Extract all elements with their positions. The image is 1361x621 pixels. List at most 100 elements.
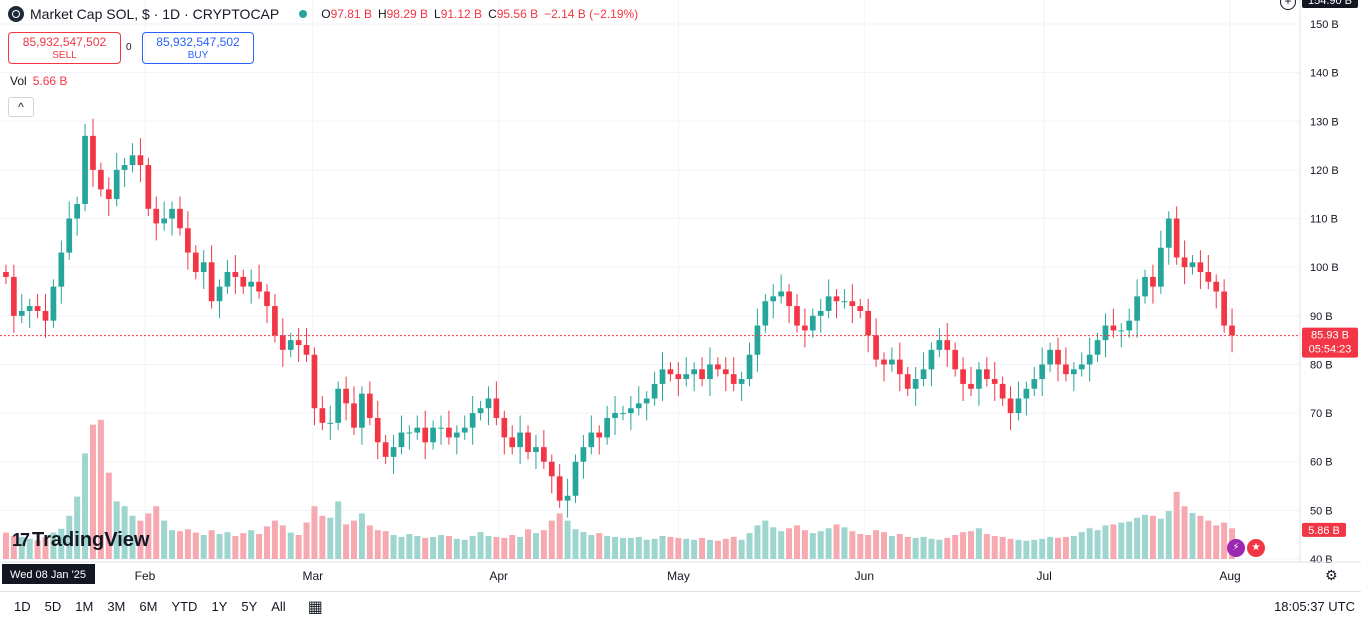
candle-body bbox=[446, 427, 452, 438]
candle bbox=[335, 381, 342, 431]
volume-bar bbox=[248, 530, 255, 559]
scale-settings-gear-icon[interactable]: ⚙ bbox=[1325, 567, 1338, 583]
candle-body bbox=[343, 388, 349, 404]
volume-bar bbox=[801, 530, 808, 559]
volume-bar bbox=[1173, 491, 1180, 559]
range-1y[interactable]: 1Y bbox=[211, 599, 228, 614]
candle bbox=[770, 284, 777, 319]
symbol-title[interactable]: Market Cap SOL, $ · 1D · CRYPTOCAP bbox=[30, 6, 280, 22]
candle-body bbox=[1086, 354, 1093, 365]
candle-body bbox=[936, 340, 943, 350]
candle bbox=[683, 357, 690, 387]
candle-body bbox=[509, 437, 516, 448]
candle bbox=[517, 415, 523, 465]
candle-body bbox=[944, 340, 951, 350]
candle bbox=[556, 464, 563, 508]
candle bbox=[232, 255, 239, 294]
candle bbox=[1039, 347, 1046, 397]
tradingview-logo[interactable]: 17 TradingView bbox=[12, 529, 149, 552]
price-tick-label: 130 B bbox=[1310, 116, 1339, 128]
candle-body bbox=[1181, 257, 1188, 268]
range-6m[interactable]: 6M bbox=[139, 599, 158, 614]
candle bbox=[264, 284, 270, 324]
candle-body bbox=[825, 296, 832, 311]
tradingview-logo-text: TradingView bbox=[32, 529, 150, 551]
candle-body bbox=[896, 359, 903, 375]
buy-button[interactable]: 85,932,547,502 BUY bbox=[142, 32, 254, 64]
candle bbox=[889, 347, 895, 372]
price-axis[interactable]: 150 B 140 B 130 B 120 B 110 B 100 B 90 B 80 B 70… bbox=[1310, 19, 1339, 566]
range-3m[interactable]: 3M bbox=[107, 599, 126, 614]
candle-body bbox=[849, 301, 856, 307]
candle bbox=[319, 396, 326, 431]
candle bbox=[18, 293, 25, 324]
volume-bar bbox=[1213, 525, 1220, 559]
volume-bar bbox=[651, 538, 658, 559]
volume-bar bbox=[968, 531, 975, 559]
volume-bar bbox=[1205, 520, 1212, 559]
candle-body bbox=[683, 374, 690, 380]
volume-bar bbox=[1197, 515, 1204, 559]
candle bbox=[1007, 386, 1014, 431]
time-axis[interactable]: Feb Mar Apr May Jun Jul Aug bbox=[135, 569, 1241, 583]
candle-body bbox=[548, 461, 555, 477]
utc-clock[interactable]: 18:05:37 UTC bbox=[1274, 599, 1355, 614]
candle bbox=[145, 157, 152, 217]
candle bbox=[240, 269, 247, 294]
candle-body bbox=[541, 447, 547, 462]
candle bbox=[896, 342, 903, 392]
range-ytd[interactable]: YTD bbox=[171, 599, 198, 614]
candle bbox=[802, 308, 808, 348]
bottom-toolbar: 1D 5D 1M 3M 6M YTD 1Y 5Y All ▦ 18:05:37 … bbox=[0, 591, 1361, 621]
candle-body bbox=[382, 442, 389, 457]
candle bbox=[1197, 250, 1204, 290]
range-5y[interactable]: 5Y bbox=[241, 599, 258, 614]
candle bbox=[105, 177, 112, 217]
volume-bar bbox=[730, 536, 737, 559]
volume-bar bbox=[770, 527, 777, 559]
price-chart[interactable]: 150 B 140 B 130 B 120 B 110 B 100 B 90 B 80 B 70… bbox=[0, 0, 1361, 591]
candle bbox=[248, 269, 255, 304]
chart-grid bbox=[0, 0, 1300, 562]
ohlc-values: O97.81 B H98.29 B L91.12 B C95.56 B −2.1… bbox=[321, 7, 638, 21]
candle-body bbox=[556, 476, 563, 501]
candle-body bbox=[501, 417, 508, 438]
range-1m[interactable]: 1M bbox=[75, 599, 94, 614]
lightning-event-icon[interactable]: ⚡ bbox=[1227, 539, 1245, 557]
ohlc-key-close: C bbox=[488, 7, 497, 21]
price-tick-label: 100 B bbox=[1310, 262, 1339, 274]
price-tick-label: 90 B bbox=[1310, 311, 1333, 323]
candle bbox=[976, 362, 982, 406]
candle bbox=[643, 391, 650, 421]
candle bbox=[1094, 332, 1101, 363]
range-1d[interactable]: 1D bbox=[14, 599, 31, 614]
candle-body bbox=[817, 310, 824, 316]
candle-body bbox=[770, 296, 777, 302]
volume-bar bbox=[89, 424, 96, 559]
price-tick-label: 80 B bbox=[1310, 359, 1333, 371]
candle-body bbox=[374, 417, 381, 443]
price-tick-label: 50 B bbox=[1310, 505, 1333, 517]
range-all[interactable]: All bbox=[271, 599, 286, 614]
candle-body bbox=[635, 403, 642, 409]
candle-body bbox=[857, 306, 864, 311]
sell-button[interactable]: 85,932,547,502 SELL bbox=[8, 32, 121, 64]
sell-price: 85,932,547,502 bbox=[22, 35, 107, 49]
candle bbox=[1221, 279, 1227, 333]
us-flag-event-icon[interactable]: ★ bbox=[1247, 539, 1265, 557]
candle bbox=[185, 211, 191, 270]
collapse-legend-button[interactable]: ^ bbox=[8, 97, 34, 117]
volume-bar bbox=[271, 520, 278, 559]
candle bbox=[857, 298, 864, 319]
candle-body bbox=[1134, 296, 1140, 321]
candle-body bbox=[1070, 369, 1077, 375]
volume-bar bbox=[1142, 514, 1149, 559]
candle-body bbox=[208, 262, 215, 302]
candle bbox=[817, 298, 824, 333]
candle-body bbox=[1221, 291, 1227, 326]
range-5d[interactable]: 5D bbox=[44, 599, 62, 614]
volume-bar bbox=[192, 532, 199, 559]
candle bbox=[881, 352, 887, 382]
candle bbox=[1205, 255, 1212, 290]
go-to-date-calendar-icon[interactable]: ▦ bbox=[307, 598, 323, 616]
